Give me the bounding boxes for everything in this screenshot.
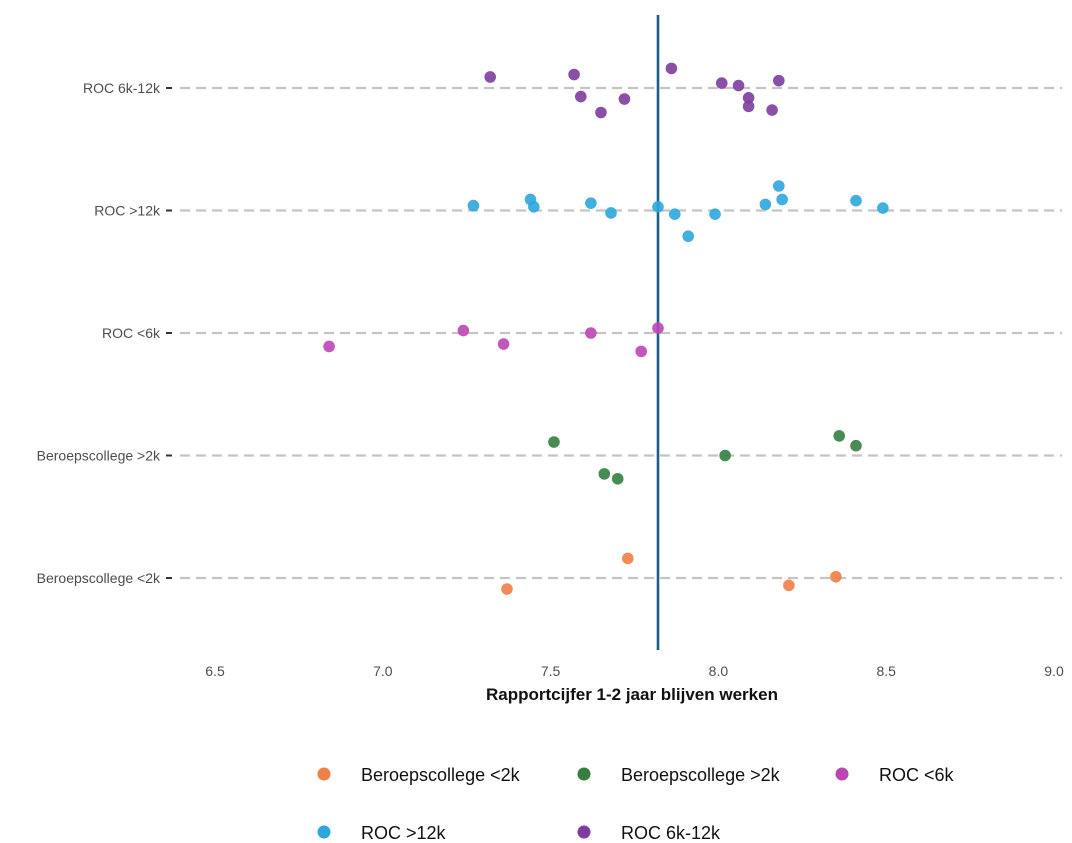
x-tick-label: 8.0 xyxy=(709,663,729,679)
data-point xyxy=(548,436,560,448)
data-point xyxy=(719,449,731,462)
data-point xyxy=(605,207,617,219)
data-point xyxy=(484,71,496,83)
data-point xyxy=(598,468,611,480)
category-axis: Beroepscollege <2k Beroepscollege >2k ROC … xyxy=(37,80,172,586)
data-point xyxy=(568,68,580,81)
legend: Beroepscollege <2k Beroepscollege >2k ROC … xyxy=(317,765,955,843)
legend-label: Beroepscollege >2k xyxy=(621,765,781,785)
data-point xyxy=(501,583,513,595)
legend-swatch xyxy=(317,825,331,839)
data-point xyxy=(742,92,755,104)
data-point xyxy=(682,230,694,243)
data-point xyxy=(773,180,785,192)
x-tick-label: 6.5 xyxy=(205,663,225,679)
legend-swatch xyxy=(577,767,591,781)
data-point xyxy=(611,472,624,485)
y-tick-label: ROC <6k xyxy=(102,325,161,341)
y-tick-label: ROC 6k-12k xyxy=(83,80,161,96)
legend-item: ROC >12k xyxy=(317,823,447,843)
y-tick-label: ROC >12k xyxy=(94,203,161,219)
legend-label: ROC 6k-12k xyxy=(621,823,721,843)
data-point xyxy=(709,208,721,220)
data-point xyxy=(830,570,842,583)
legend-item: Beroepscollege >2k xyxy=(577,765,781,785)
data-point xyxy=(585,327,597,339)
x-axis: 6.5 7.0 7.5 8.0 8.5 9.0 xyxy=(205,663,1064,679)
data-point xyxy=(585,197,597,209)
x-tick-label: 7.5 xyxy=(541,663,561,679)
legend-swatch xyxy=(317,767,331,781)
x-tick-label: 9.0 xyxy=(1044,663,1064,679)
grid-layer xyxy=(180,86,1062,580)
data-point xyxy=(528,201,540,213)
data-point xyxy=(618,93,631,105)
legend-label: Beroepscollege <2k xyxy=(361,765,521,785)
data-point xyxy=(665,62,678,75)
y-tick-label: Beroepscollege >2k xyxy=(37,448,161,464)
data-point xyxy=(668,208,681,220)
data-point xyxy=(850,439,862,452)
y-tick-label: Beroepscollege <2k xyxy=(37,570,161,586)
legend-swatch xyxy=(835,767,849,781)
data-point xyxy=(467,199,480,212)
x-tick-label: 7.0 xyxy=(373,663,393,679)
data-point xyxy=(635,345,648,358)
legend-label: ROC >12k xyxy=(361,823,447,843)
x-axis-title: Rapportcijfer 1-2 jaar blijven werken xyxy=(486,685,778,704)
data-point xyxy=(773,74,785,87)
data-point xyxy=(595,106,607,119)
legend-item: ROC <6k xyxy=(835,765,955,785)
data-point xyxy=(652,201,664,213)
data-point xyxy=(742,100,755,113)
data-point xyxy=(575,90,587,103)
data-point xyxy=(621,552,634,565)
legend-swatch xyxy=(577,825,591,839)
legend-item: ROC 6k-12k xyxy=(577,823,721,843)
data-point xyxy=(652,322,664,334)
data-point xyxy=(323,340,335,353)
data-point xyxy=(766,104,778,116)
data-point xyxy=(833,430,846,442)
data-point xyxy=(759,198,772,211)
data-point xyxy=(877,202,889,214)
data-point xyxy=(850,194,862,207)
x-tick-label: 8.5 xyxy=(876,663,896,679)
legend-item: Beroepscollege <2k xyxy=(317,765,521,785)
data-point xyxy=(783,579,795,592)
data-points xyxy=(323,62,889,595)
data-point xyxy=(457,324,470,337)
data-point xyxy=(776,193,788,206)
legend-label: ROC <6k xyxy=(879,765,955,785)
data-point xyxy=(732,79,745,92)
data-point xyxy=(497,338,510,350)
data-point xyxy=(715,77,728,89)
